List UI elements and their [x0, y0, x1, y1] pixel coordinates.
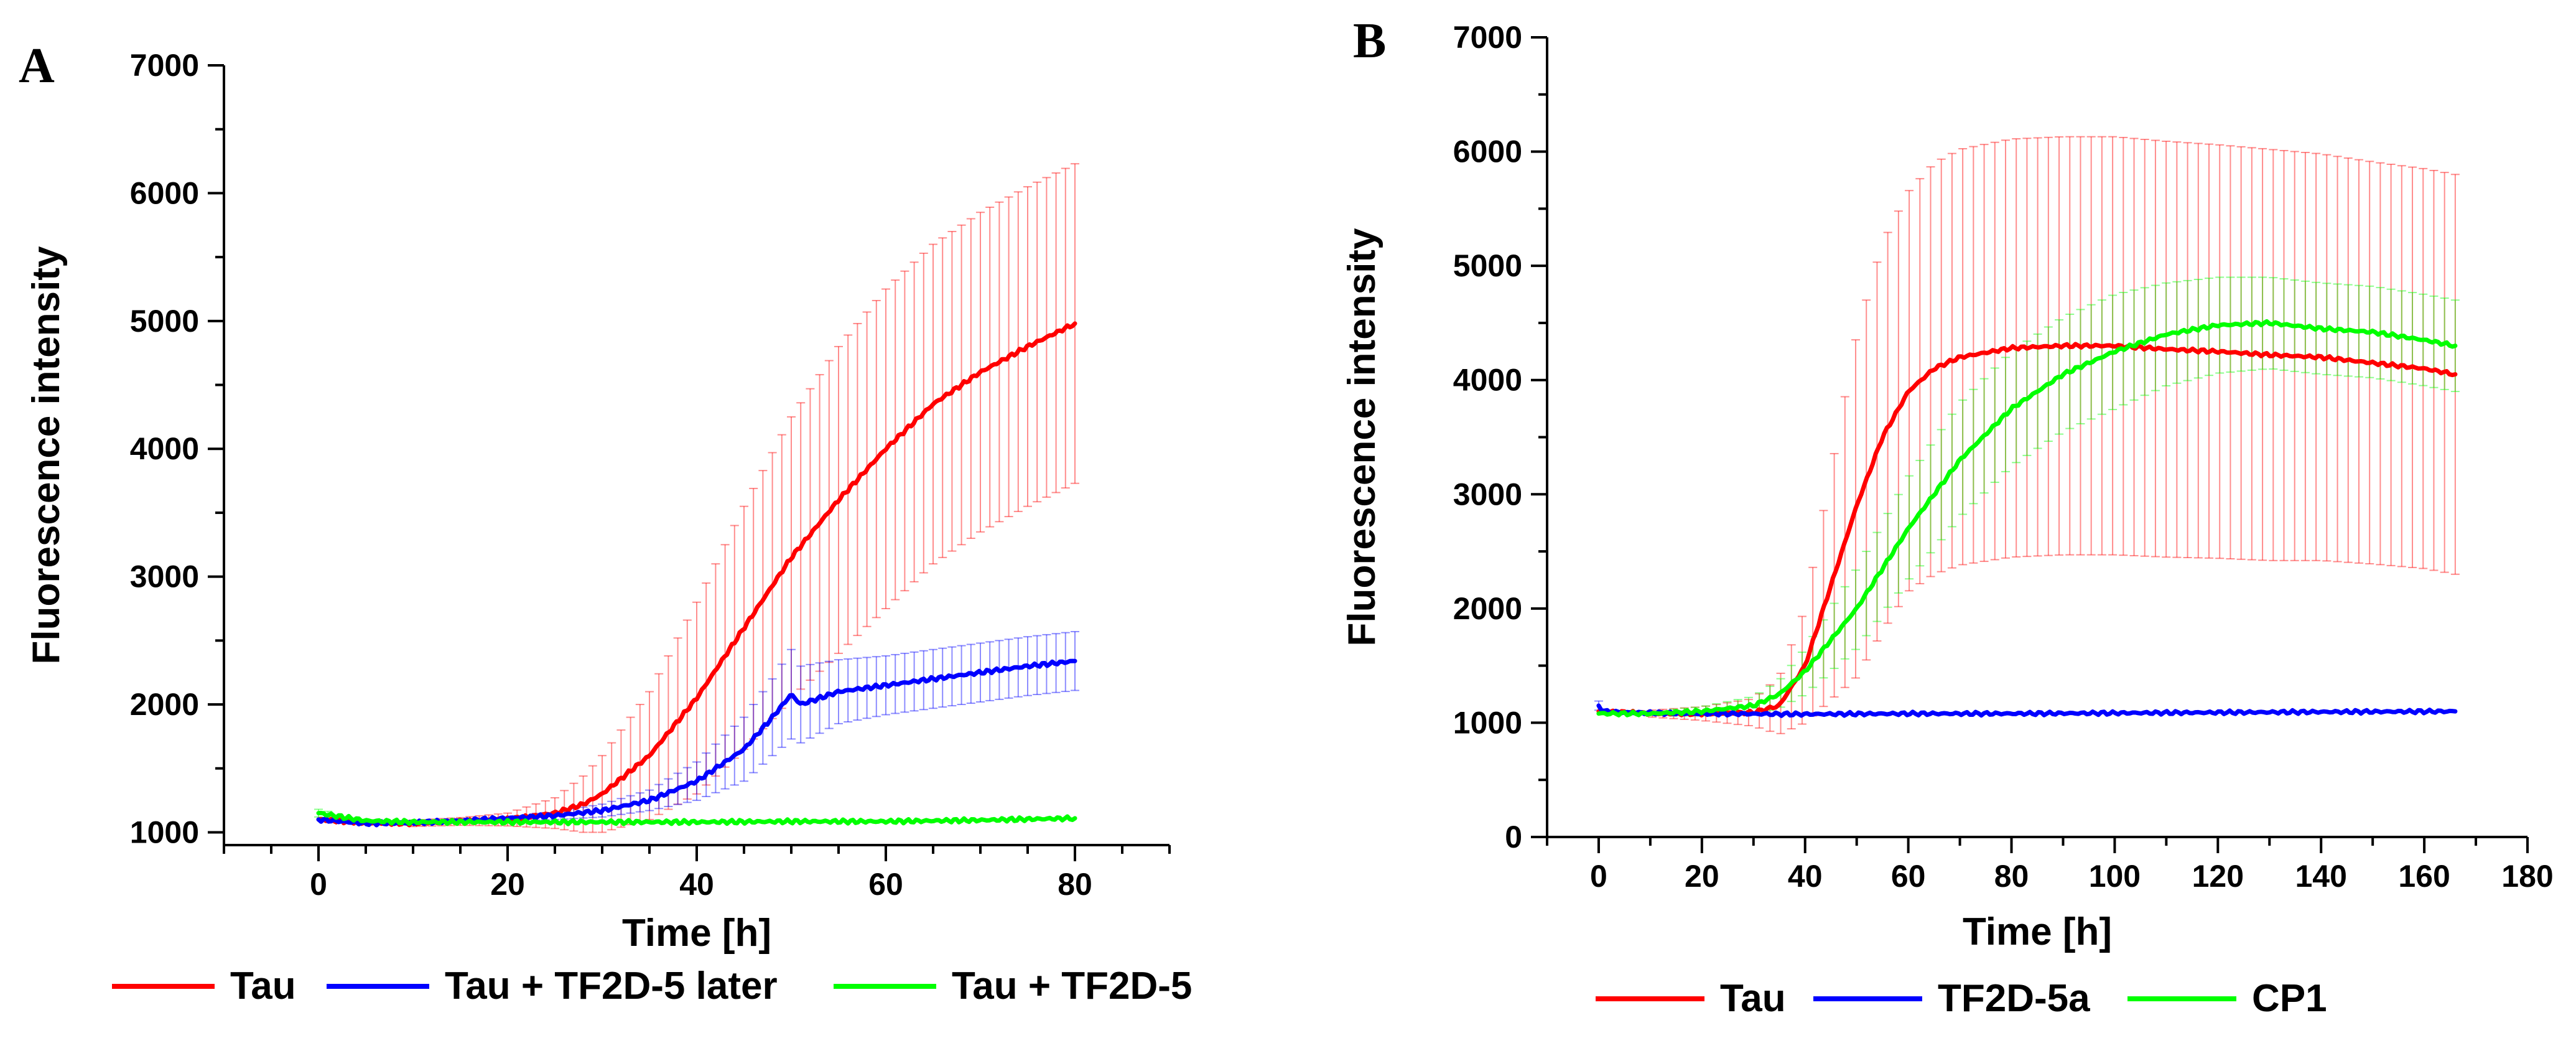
y-tick-label: 1000 — [1453, 705, 1522, 740]
panel-a-y-ticks: 1000 2000 3000 4000 5000 6000 7000 — [130, 48, 224, 849]
y-tick-label: 7000 — [1453, 20, 1522, 55]
y-tick-label: 5000 — [130, 304, 199, 339]
panel-b-error-bars — [1594, 136, 2460, 734]
panel-a-x-axis-label: Time [h] — [622, 912, 771, 955]
x-tick-label: 0 — [1590, 859, 1607, 894]
x-tick-label: 80 — [1058, 867, 1092, 902]
x-tick-label: 60 — [1891, 859, 1926, 894]
legend-label: CP1 — [2252, 977, 2327, 1020]
x-tick-label: 20 — [490, 867, 525, 902]
y-tick-label: 6000 — [1453, 134, 1522, 169]
y-tick-label: 4000 — [1453, 363, 1522, 398]
y-tick-label: 7000 — [130, 48, 199, 83]
legend-label: Tau + TF2D-5 later — [445, 965, 778, 1008]
panel-b-y-axis-label: Fluorescence intensity — [1341, 228, 1383, 646]
panel-label-b: B — [1353, 14, 1386, 68]
legend-label: Tau + TF2D-5 — [952, 965, 1192, 1008]
panel-b-legend: Tau TF2D-5a CP1 — [1596, 977, 2327, 1020]
panel-a-y-axis-label: Fluorescence intensity — [25, 246, 68, 664]
x-tick-label: 100 — [2089, 859, 2141, 894]
x-tick-label: 180 — [2501, 859, 2553, 894]
x-tick-label: 80 — [1994, 859, 2029, 894]
x-tick-label: 0 — [310, 867, 327, 902]
x-tick-label: 40 — [679, 867, 714, 902]
y-tick-label: 3000 — [130, 559, 199, 594]
x-tick-label: 20 — [1685, 859, 1719, 894]
series-line-cp1 — [1596, 319, 2458, 718]
legend-label: Tau — [1720, 977, 1786, 1020]
series-line-tf2d-5a — [1596, 703, 2458, 718]
x-tick-label: 60 — [868, 867, 903, 902]
x-tick-label: 40 — [1788, 859, 1823, 894]
y-tick-label: 1000 — [130, 815, 199, 849]
x-tick-label: 160 — [2398, 859, 2450, 894]
panel-b: B 0 20 40 60 80 100 120 140 160 180 0 1000 2000 3000… — [1341, 14, 2554, 1020]
y-tick-label: 2000 — [1453, 591, 1522, 626]
x-tick-label: 120 — [2192, 859, 2244, 894]
panel-a-series — [316, 321, 1077, 828]
y-tick-label: 4000 — [130, 431, 199, 466]
panel-a-error-bars — [314, 163, 1079, 833]
series-line-tau-tf2d-5 — [316, 810, 1077, 826]
panel-b-y-ticks: 0 1000 2000 3000 4000 5000 6000 7000 — [1453, 20, 1547, 854]
y-tick-label: 0 — [1505, 820, 1522, 854]
legend-label: Tau — [230, 965, 296, 1008]
y-tick-label: 5000 — [1453, 248, 1522, 283]
panel-a-legend: Tau Tau + TF2D-5 later Tau + TF2D-5 — [112, 965, 1192, 1008]
panel-b-x-axis-label: Time [h] — [1963, 910, 2112, 953]
panel-a: A 0 20 40 60 80 1000 2000 3000 4000 5000 6000 7000… — [19, 39, 1192, 1008]
panel-b-series — [1596, 319, 2458, 718]
y-tick-label: 6000 — [130, 175, 199, 210]
y-tick-label: 2000 — [130, 687, 199, 722]
panel-a-x-ticks: 0 20 40 60 80 — [223, 845, 1171, 902]
legend-label: TF2D-5a — [1938, 977, 2090, 1020]
y-tick-label: 3000 — [1453, 477, 1522, 512]
panel-b-x-ticks: 0 20 40 60 80 100 120 140 160 180 — [1546, 837, 2554, 894]
panel-label-a: A — [19, 39, 55, 93]
x-tick-label: 140 — [2295, 859, 2346, 894]
